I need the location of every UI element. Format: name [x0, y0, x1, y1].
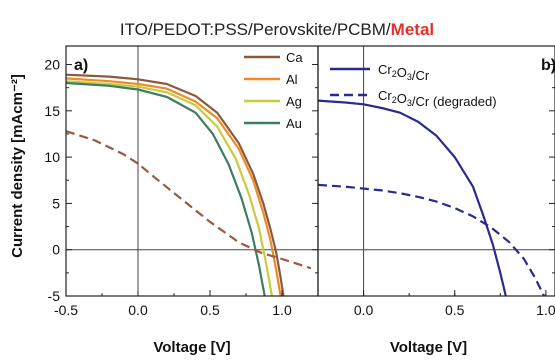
legend-label: Cr2O3/Cr (degraded)	[378, 88, 497, 109]
panel-a: -0.5 0.0 0.5 1.0 -5 0 5 10 15 20 Voltage [V] a) Ca Al…	[44, 45, 319, 356]
title-highlight: Metal	[391, 20, 434, 39]
x-tick-label: 0.0	[128, 302, 148, 318]
legend-label: Au	[286, 116, 302, 131]
x-tick-label: 0.5	[200, 302, 220, 318]
series-line-cr-o-cr	[318, 99, 507, 296]
y-tick-label: 20	[44, 57, 60, 73]
figure-title: ITO/PEDOT:PSS/Perovskite/PCBM/Metal	[120, 20, 434, 39]
y-tick-label: 0	[52, 242, 60, 258]
panel-label: a)	[74, 57, 88, 74]
x-axis-label: Voltage [V]	[390, 339, 467, 356]
x-tick-label: -0.5	[54, 302, 78, 318]
series-line-ag	[66, 80, 273, 296]
title-prefix: ITO/PEDOT:PSS/Perovskite/PCBM/	[120, 20, 391, 39]
series-line-au	[66, 81, 266, 296]
y-axis-label: Current density [mAcm⁻²]	[9, 74, 26, 258]
y-tick-label: -5	[48, 288, 61, 304]
y-tick-label: 15	[44, 103, 60, 119]
legend-label: Ca	[286, 50, 303, 65]
series-line-ca	[66, 73, 285, 296]
x-axis-label: Voltage [V]	[153, 339, 230, 356]
panel-b: 0.0 0.5 1.0 Voltage [V] b) Cr2O3/Cr Cr2O3/Cr (…	[317, 45, 555, 356]
plot-frame	[317, 45, 555, 297]
legend-label: Al	[286, 72, 298, 87]
series-line-cr-o-cr-degraded-	[318, 183, 546, 296]
x-tick-label: 0.5	[445, 302, 465, 318]
y-tick-label: 10	[44, 149, 60, 165]
x-tick-label: 1.0	[536, 302, 555, 318]
series-line-al	[66, 77, 282, 296]
series-line-dashed-4	[66, 130, 312, 270]
panel-label: b)	[541, 57, 555, 74]
x-tick-label: 1.0	[272, 302, 292, 318]
legend-label: Ag	[286, 94, 302, 109]
legend-label: Cr2O3/Cr	[378, 62, 430, 83]
y-tick-label: 5	[52, 195, 60, 211]
x-tick-label: 0.0	[354, 302, 374, 318]
